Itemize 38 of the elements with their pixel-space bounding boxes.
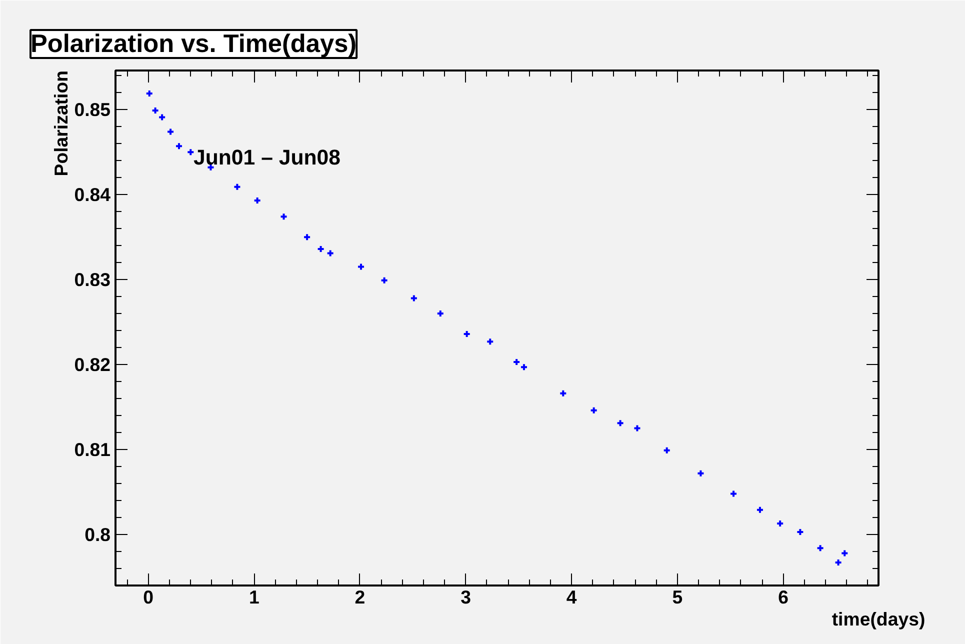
chart-title: Polarization vs. Time(days)	[30, 30, 357, 58]
y-axis-title: Polarization	[50, 70, 72, 176]
x-tick-label: 2	[354, 586, 366, 608]
x-tick-label: 5	[672, 586, 683, 608]
annotation: Jun01 – Jun08	[194, 146, 341, 170]
point	[662, 446, 671, 454]
point	[380, 276, 388, 284]
y-tick-label: 0.8	[84, 524, 111, 546]
x-tick-label: 4	[566, 586, 578, 608]
x-tick-label: 3	[460, 586, 471, 608]
x-tick-label: 1	[248, 586, 260, 608]
point	[756, 506, 764, 514]
x-tick-label: 6	[778, 586, 788, 608]
point	[280, 212, 288, 221]
point	[633, 424, 642, 432]
point	[486, 338, 494, 346]
point	[840, 549, 849, 558]
point	[166, 128, 175, 136]
point	[590, 406, 598, 414]
y-tick-label: 0.84	[74, 184, 112, 206]
point	[696, 469, 705, 478]
point	[410, 294, 418, 302]
point	[616, 419, 624, 428]
point	[520, 363, 528, 372]
x-tick-label: 0	[143, 586, 154, 608]
y-tick-label: 0.81	[74, 439, 110, 460]
point	[326, 249, 334, 258]
y-tick-label: 0.82	[74, 354, 110, 376]
x-axis-title: time(days)	[832, 608, 926, 630]
point	[357, 262, 366, 271]
point	[303, 233, 312, 242]
point	[233, 182, 242, 191]
y-tick-label: 0.83	[74, 269, 110, 290]
y-tick-label: 0.85	[74, 99, 110, 120]
point	[816, 544, 824, 552]
point	[559, 389, 568, 398]
point	[730, 490, 738, 498]
point	[158, 113, 166, 122]
